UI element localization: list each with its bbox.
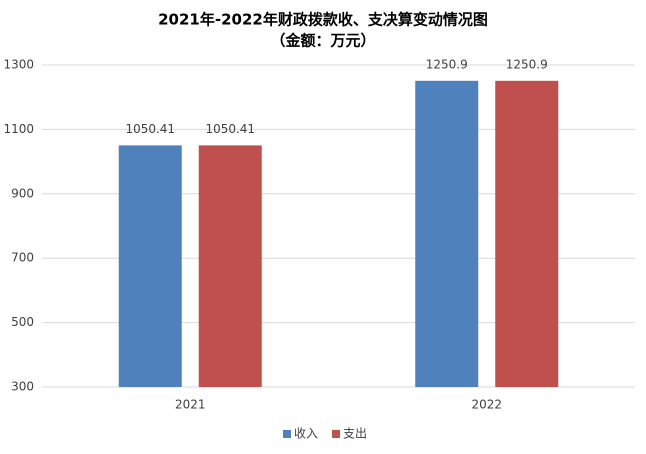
y-tick-label: 700 (11, 251, 34, 265)
x-tick-label: 2021 (175, 398, 206, 412)
value-label: 1250.9 (506, 57, 548, 71)
value-label: 1250.9 (426, 57, 468, 71)
legend-label: 支出 (343, 427, 367, 441)
bar (415, 80, 479, 387)
legend-label: 收入 (294, 427, 318, 441)
chart-subtitle: （金额：万元） (270, 32, 375, 50)
bar (198, 145, 262, 387)
bar (118, 145, 182, 387)
value-label: 1050.41 (205, 122, 255, 136)
value-label: 1050.41 (125, 122, 175, 136)
bar (495, 80, 559, 387)
chart-title: 2021年-2022年财政拨款收、支决算变动情况图 (158, 11, 488, 29)
y-tick-label: 1100 (3, 122, 34, 136)
legend-swatch (332, 430, 341, 438)
x-tick-label: 2022 (471, 398, 502, 412)
y-tick-label: 900 (11, 186, 34, 200)
y-tick-label: 300 (11, 380, 34, 394)
y-tick-label: 500 (11, 315, 34, 329)
legend-swatch (283, 430, 291, 438)
y-tick-label: 1300 (3, 58, 34, 72)
